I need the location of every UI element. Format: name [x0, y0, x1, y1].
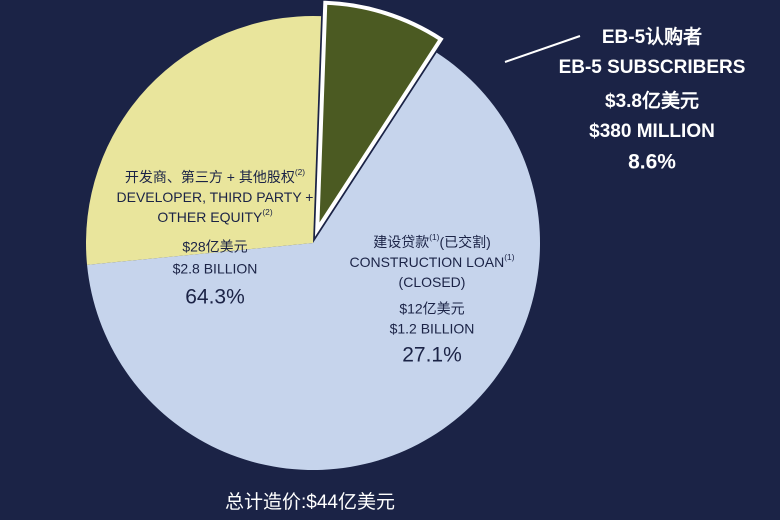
label-text: 开发商、第三方 + 其他股权	[125, 169, 295, 185]
slice-label: 开发商、第三方 + 其他股权(2)	[125, 167, 305, 184]
amount-en: $380 MILLION	[589, 121, 715, 142]
slice-label: EB-5 SUBSCRIBERS	[559, 57, 746, 78]
value-label: 27.1%	[402, 344, 462, 367]
amount-en: $1.2 BILLION	[390, 321, 475, 337]
total-label: 总计造价:$44亿美元	[225, 491, 395, 513]
label-text: EB-5 SUBSCRIBERS	[559, 57, 746, 78]
callout-line	[504, 35, 581, 63]
amount-cn: $28亿美元	[182, 239, 247, 255]
slice-label: CONSTRUCTION LOAN(1)	[349, 252, 514, 269]
footnote-marker: (2)	[262, 207, 272, 217]
slice-label: 建设贷款(1)(已交割)	[373, 232, 491, 249]
label-text: OTHER EQUITY	[157, 209, 263, 225]
label-text: CONSTRUCTION LOAN	[349, 254, 504, 270]
footnote-marker: (1)	[429, 232, 439, 242]
value-label: 8.6%	[628, 151, 676, 174]
label-text: (已交割)	[439, 234, 490, 250]
pie-slice	[86, 15, 322, 265]
label-text: DEVELOPER, THIRD PARTY +	[117, 189, 314, 205]
pie-slice	[87, 52, 541, 471]
slice-label: EB-5认购者	[602, 25, 702, 48]
label-text: EB-5认购者	[602, 25, 702, 48]
amount-cn: $12亿美元	[399, 301, 464, 317]
amount-en: $2.8 BILLION	[173, 261, 258, 277]
footnote-marker: (2)	[295, 167, 305, 177]
amount-cn: $3.8亿美元	[605, 89, 699, 112]
slice-label: DEVELOPER, THIRD PARTY +	[117, 189, 314, 205]
label-text: (CLOSED)	[399, 274, 466, 290]
label-text: 建设贷款	[373, 234, 429, 250]
slice-label: OTHER EQUITY(2)	[157, 207, 272, 224]
value-label: 64.3%	[185, 286, 245, 309]
pie-slice	[314, 0, 444, 237]
footnote-marker: (1)	[504, 252, 514, 262]
slice-label: (CLOSED)	[399, 274, 466, 290]
